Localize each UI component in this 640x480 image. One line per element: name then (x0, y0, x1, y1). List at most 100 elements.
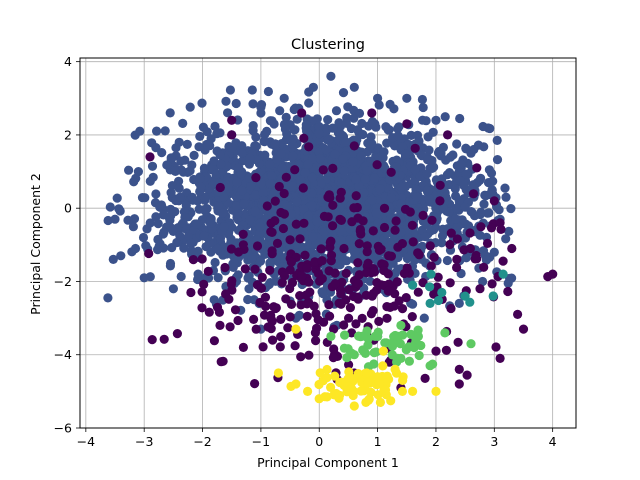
scatter-point (353, 294, 363, 304)
scatter-point (310, 257, 320, 267)
scatter-point (326, 236, 336, 246)
scatter-point (285, 312, 295, 322)
scatter-point (338, 154, 348, 164)
scatter-point (265, 159, 275, 169)
scatter-point (193, 274, 203, 285)
scatter-point (379, 266, 389, 276)
scatter-point (452, 234, 462, 244)
scatter-point (407, 220, 417, 230)
scatter-point (328, 163, 338, 173)
scatter-point (299, 133, 309, 143)
scatter-point (174, 183, 184, 193)
scatter-point (506, 204, 516, 214)
scatter-point (379, 203, 390, 213)
scatter-point (227, 143, 237, 153)
scatter-point (391, 216, 401, 226)
scatter-point (373, 331, 383, 341)
scatter-point (276, 314, 286, 324)
scatter-point (314, 121, 324, 131)
scatter-point (446, 303, 456, 314)
scatter-point (178, 218, 188, 228)
scatter-point (277, 163, 287, 173)
scatter-point (281, 294, 291, 304)
scatter-point (435, 180, 445, 190)
scatter-point (350, 247, 360, 257)
scatter-point (371, 208, 381, 218)
scatter-point (183, 232, 193, 242)
scatter-point (334, 118, 344, 128)
scatter-point (245, 215, 255, 225)
scatter-point (263, 86, 273, 97)
scatter-point (246, 181, 256, 191)
scatter-point (114, 204, 124, 214)
scatter-point (176, 271, 186, 282)
scatter-point (303, 211, 313, 221)
y-axis-label: Principal Component 2 (28, 173, 43, 315)
scatter-point (475, 284, 485, 294)
scatter-point (286, 299, 297, 309)
scatter-point (454, 364, 464, 374)
scatter-point (354, 182, 364, 192)
scatter-point (273, 368, 283, 378)
scatter-point (310, 328, 320, 338)
scatter-point (362, 247, 372, 257)
scatter-point (263, 322, 273, 332)
scatter-point (231, 98, 241, 109)
scatter-point (312, 216, 322, 227)
scatter-point (145, 152, 155, 162)
scatter-point (359, 188, 369, 198)
scatter-point (407, 312, 417, 322)
scatter-point (256, 108, 266, 118)
scatter-point (425, 241, 435, 251)
scatter-point (396, 320, 406, 330)
scatter-point (267, 171, 277, 181)
scatter-point (296, 352, 306, 362)
scatter-point (256, 179, 266, 189)
scatter-point (368, 226, 378, 236)
scatter-point (452, 139, 462, 149)
scatter-point (185, 166, 195, 176)
scatter-point (445, 152, 456, 162)
scatter-point (468, 189, 479, 199)
scatter-point (466, 339, 476, 349)
scatter-point (398, 142, 408, 152)
scatter-point (433, 272, 443, 282)
scatter-point (317, 274, 327, 284)
scatter-point (270, 139, 280, 149)
scatter-point (272, 238, 283, 248)
scatter-point (278, 223, 288, 234)
scatter-point (413, 331, 423, 341)
scatter-point (351, 191, 361, 201)
y-tick-label: 2 (64, 127, 72, 142)
scatter-point (245, 153, 255, 163)
scatter-point (292, 196, 302, 207)
scatter-point (286, 209, 296, 219)
scatter-point (138, 232, 149, 243)
scatter-point (290, 103, 300, 113)
scatter-point (311, 336, 321, 346)
scatter-point (353, 258, 363, 268)
scatter-point (431, 203, 441, 213)
scatter-point (451, 214, 461, 224)
scatter-point (304, 98, 314, 108)
scatter-point (176, 156, 186, 166)
data-points (103, 71, 558, 411)
scatter-point (394, 296, 404, 306)
chart-title: Clustering (291, 37, 365, 53)
scatter-point (304, 142, 314, 152)
scatter-point (344, 373, 354, 383)
scatter-point (175, 231, 185, 241)
scatter-point (400, 149, 410, 159)
scatter-point (484, 189, 495, 200)
scatter-point (297, 271, 307, 281)
x-tick-label: −1 (252, 434, 270, 449)
x-tick-label: 0 (315, 434, 323, 449)
scatter-point (368, 306, 378, 316)
axis-ticks: −4 −3 −2 −1 0 1 2 3 4 −6 −4 −2 0 2 4 (54, 54, 557, 449)
scatter-point (397, 304, 408, 314)
scatter-point (414, 250, 424, 260)
scatter-point (465, 228, 475, 238)
scatter-point (304, 350, 314, 360)
scatter-point (323, 212, 333, 222)
scatter-point (302, 299, 312, 309)
